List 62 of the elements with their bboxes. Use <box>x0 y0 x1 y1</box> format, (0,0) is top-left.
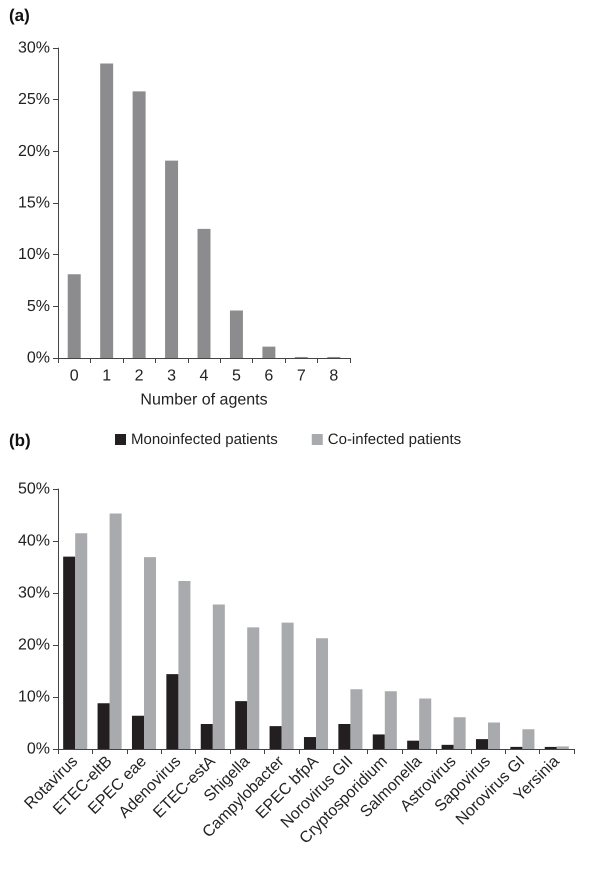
legend-label: Co-infected patients <box>328 431 462 448</box>
bar <box>384 691 397 749</box>
bar <box>270 726 282 749</box>
bar <box>144 557 156 749</box>
y-tick-label: 10% <box>18 246 50 264</box>
bar <box>75 533 88 749</box>
bar <box>407 740 420 749</box>
bar <box>419 698 432 749</box>
y-tick-label: 30% <box>18 40 50 56</box>
y-tick-label: 5% <box>26 298 50 315</box>
x-tick-label: 4 <box>200 368 209 384</box>
bar <box>476 739 488 749</box>
y-tick-label: 40% <box>18 532 50 550</box>
bar <box>100 64 114 358</box>
y-tick-label: 10% <box>18 688 50 706</box>
bar <box>488 722 500 749</box>
bar <box>556 746 569 749</box>
bar <box>262 346 276 358</box>
bar <box>454 717 466 749</box>
bar <box>132 716 144 749</box>
x-tick-label: 8 <box>329 368 338 384</box>
chart-title: (a) <box>9 6 30 25</box>
y-tick-label: 25% <box>18 91 50 108</box>
y-tick-label: 15% <box>18 194 50 212</box>
x-tick-label: 1 <box>102 368 112 384</box>
bar <box>282 622 294 749</box>
y-tick-label: 0% <box>26 350 50 366</box>
bar <box>304 737 316 749</box>
bar <box>212 604 225 749</box>
x-tick-label: 7 <box>296 368 306 384</box>
bar <box>63 556 76 749</box>
y-tick-label: 0% <box>26 740 50 758</box>
bar <box>442 744 454 749</box>
bar <box>110 513 122 749</box>
bar <box>132 91 146 358</box>
bar <box>522 729 534 749</box>
y-tick-label: 30% <box>18 584 50 602</box>
y-tick-label: 50% <box>18 480 50 498</box>
bar <box>198 228 210 358</box>
x-tick-label: 0 <box>70 368 79 384</box>
x-tick-label: 5 <box>232 368 241 384</box>
x-axis-title: Number of agents <box>140 392 268 408</box>
y-tick-label: 20% <box>18 636 50 654</box>
bar <box>247 627 260 749</box>
bar <box>200 724 213 749</box>
bar <box>178 581 190 749</box>
y-tick-label: 20% <box>18 142 50 160</box>
bar <box>350 689 362 749</box>
x-tick-label: 3 <box>167 368 176 384</box>
bar <box>338 724 350 749</box>
chart-title: (b) <box>9 431 31 450</box>
bar <box>166 674 178 749</box>
bar <box>98 703 110 749</box>
legend-label: Monoinfected patients <box>131 431 278 448</box>
x-tick-label: 2 <box>134 368 144 384</box>
bar <box>316 638 328 749</box>
bar <box>230 310 243 358</box>
bar <box>235 701 248 749</box>
bar <box>68 274 81 358</box>
x-tick-label: 6 <box>264 368 274 384</box>
bar <box>165 160 178 358</box>
bar <box>372 734 385 749</box>
